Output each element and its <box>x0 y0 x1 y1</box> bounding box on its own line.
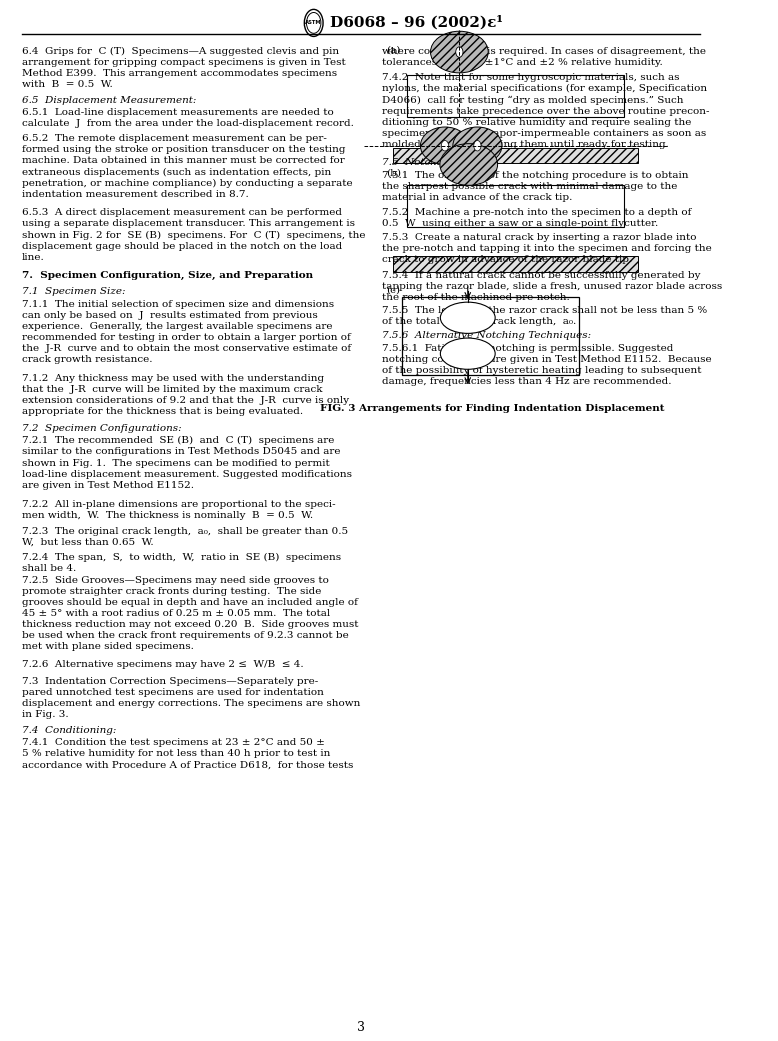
Text: 7.5.1  The objective of the notching procedure is to obtain
the sharpest possibl: 7.5.1 The objective of the notching proc… <box>382 171 689 202</box>
Bar <box>393 256 638 272</box>
Ellipse shape <box>440 338 495 370</box>
Text: 7.5.4  If a natural crack cannot be successfully generated by
tapping the razor : 7.5.4 If a natural crack cannot be succe… <box>382 271 723 302</box>
Text: 7.2.2  All in-plane dimensions are proportional to the speci-
men width,  W.  Th: 7.2.2 All in-plane dimensions are propor… <box>22 500 335 519</box>
Ellipse shape <box>430 31 489 73</box>
Ellipse shape <box>441 141 449 151</box>
Text: 7.3  Indentation Correction Specimens—Separately pre-
pared unnotched test speci: 7.3 Indentation Correction Specimens—Sep… <box>22 677 360 719</box>
Text: 6.5.2  The remote displacement measurement can be per-
formed using the stroke o: 6.5.2 The remote displacement measuremen… <box>22 134 352 199</box>
Text: 7.2.3  The original crack length,  a₀,  shall be greater than 0.5
W,  but less t: 7.2.3 The original crack length, a₀, sha… <box>22 527 348 547</box>
Bar <box>393 148 638 163</box>
Text: 3: 3 <box>356 1021 365 1034</box>
Ellipse shape <box>440 302 495 333</box>
Text: 7.4.1  Condition the test specimens at 23 ± 2°C and 50 ±
5 % relative humidity f: 7.4.1 Condition the test specimens at 23… <box>22 738 353 769</box>
Text: 7.5.6  Alternative Notching Techniques:: 7.5.6 Alternative Notching Techniques: <box>382 331 591 340</box>
Ellipse shape <box>440 144 498 185</box>
Ellipse shape <box>420 127 469 164</box>
Ellipse shape <box>453 127 502 164</box>
Text: 7.5.6.1  Fatigue pre-notching is permissible. Suggested
notching conditions are : 7.5.6.1 Fatigue pre-notching is permissi… <box>382 344 712 386</box>
Bar <box>408 75 624 117</box>
Text: 7.2.6  Alternative specimens may have 2 ≤  W/B  ≤ 4.: 7.2.6 Alternative specimens may have 2 ≤… <box>22 660 303 669</box>
Text: D6068 – 96 (2002)ε¹: D6068 – 96 (2002)ε¹ <box>331 16 503 30</box>
Text: 7.2.1  The recommended  SE (B)  and  C (T)  specimens are
similar to the configu: 7.2.1 The recommended SE (B) and C (T) s… <box>22 436 352 489</box>
Text: 7.5.3  Create a natural crack by inserting a razor blade into
the pre-notch and : 7.5.3 Create a natural crack by insertin… <box>382 233 712 264</box>
Text: 7.2  Specimen Configurations:: 7.2 Specimen Configurations: <box>22 424 181 433</box>
Text: (b): (b) <box>386 169 401 178</box>
Text: 7.1  Specimen Size:: 7.1 Specimen Size: <box>22 287 125 297</box>
Text: 7.1.2  Any thickness may be used with the understanding
that the  J-R  curve wil: 7.1.2 Any thickness may be used with the… <box>22 374 349 416</box>
Text: 7.2.4  The span,  S,  to width,  W,  ratio in  SE (B)  specimens
shall be 4.: 7.2.4 The span, S, to width, W, ratio in… <box>22 553 341 573</box>
Text: 7.2.5  Side Grooves—Specimens may need side grooves to
promote straighter crack : 7.2.5 Side Grooves—Specimens may need si… <box>22 576 358 652</box>
Bar <box>402 297 579 375</box>
Ellipse shape <box>456 47 463 57</box>
Text: 7.5  Notching:: 7.5 Notching: <box>382 158 457 168</box>
Text: 7.4.2  Note that for some hygroscopic materials, such as
nylons, the material sp: 7.4.2 Note that for some hygroscopic mat… <box>382 73 710 149</box>
Text: 7.  Specimen Configuration, Size, and Preparation: 7. Specimen Configuration, Size, and Pre… <box>22 271 313 280</box>
Text: 6.5.3  A direct displacement measurement can be performed
using a separate displ: 6.5.3 A direct displacement measurement … <box>22 208 365 261</box>
Text: (c): (c) <box>386 285 400 295</box>
Text: (a): (a) <box>386 46 400 55</box>
Text: where conditioning is required. In cases of disagreement, the
tolerances shall b: where conditioning is required. In cases… <box>382 47 706 67</box>
Text: 6.5.1  Load-line displacement measurements are needed to
calculate  J  from the : 6.5.1 Load-line displacement measurement… <box>22 108 353 128</box>
Text: 7.5.2  Machine a pre-notch into the specimen to a depth of
0.5  W  using either : 7.5.2 Machine a pre-notch into the speci… <box>382 208 692 228</box>
Text: 6.4  Grips for  C (T)  Specimens—A suggested clevis and pin
arrangement for grip: 6.4 Grips for C (T) Specimens—A suggeste… <box>22 47 345 90</box>
Text: ASTM: ASTM <box>306 21 322 25</box>
Text: 7.4  Conditioning:: 7.4 Conditioning: <box>22 726 116 735</box>
Text: 7.5.5  The length of the razor crack shall not be less than 5 %
of the total ori: 7.5.5 The length of the razor crack shal… <box>382 306 707 326</box>
Bar <box>408 185 624 227</box>
Text: 6.5  Displacement Measurement:: 6.5 Displacement Measurement: <box>22 96 196 105</box>
Ellipse shape <box>474 141 481 151</box>
Text: 7.1.1  The initial selection of specimen size and dimensions
can only be based o: 7.1.1 The initial selection of specimen … <box>22 300 351 364</box>
Text: FIG. 3 Arrangements for Finding Indentation Displacement: FIG. 3 Arrangements for Finding Indentat… <box>320 404 664 413</box>
